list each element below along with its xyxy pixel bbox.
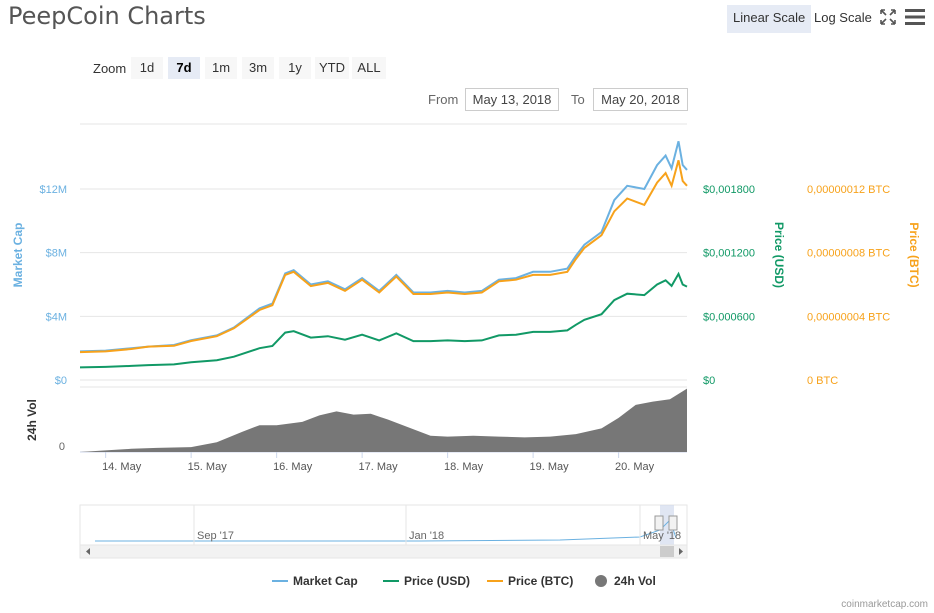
- navigator-selection: [660, 505, 674, 545]
- x-tick-label: 14. May: [102, 461, 142, 473]
- linear-scale-button[interactable]: Linear Scale: [727, 5, 812, 33]
- fullscreen-icon[interactable]: [880, 9, 896, 25]
- legend-symbol: [595, 575, 607, 587]
- navigator-left-handle: [654, 515, 664, 531]
- x-tick-label: 16. May: [273, 461, 313, 473]
- price-btc-axis-title: Price (BTC): [907, 222, 921, 287]
- price-usd-axis-title: Price (USD): [772, 222, 786, 288]
- x-tick-label: 15. May: [188, 461, 228, 473]
- scrollbar-track: [79, 544, 688, 559]
- legend-item: Price (USD): [404, 574, 470, 588]
- volume-area: [80, 388, 687, 452]
- to-label: To: [571, 92, 585, 107]
- x-tick-label: 17. May: [359, 461, 399, 473]
- market-cap-line: [79, 141, 688, 353]
- to-date-input[interactable]: May 20, 2018: [593, 88, 688, 111]
- log-scale-button[interactable]: Log Scale: [814, 10, 872, 25]
- zoom-all-button[interactable]: ALL: [352, 57, 386, 79]
- from-label: From: [428, 92, 459, 107]
- navigator-right-handle: [668, 515, 678, 531]
- price-btc-tick-label: 0 BTC: [807, 375, 838, 387]
- zoom-1m-button[interactable]: 1m: [205, 57, 237, 79]
- zoom-3m-button[interactable]: 3m: [242, 57, 274, 79]
- menu-icon[interactable]: [905, 8, 925, 26]
- page-title: PeepCoin Charts: [8, 2, 206, 30]
- volume-axis-title: 24h Vol: [25, 399, 39, 441]
- from-date-input[interactable]: May 13, 2018: [465, 88, 559, 111]
- zoom-ytd-button[interactable]: YTD: [315, 57, 349, 79]
- x-tick-label: 18. May: [444, 461, 484, 473]
- price-usd-tick-label: $0,001200: [703, 248, 755, 260]
- navigator-series-line: [95, 519, 677, 542]
- price-usd-line: [79, 271, 688, 369]
- zoom-1d-button[interactable]: 1d: [131, 57, 163, 79]
- scrollbar-thumb: [660, 546, 674, 557]
- zoom-7d-button[interactable]: 7d: [168, 57, 200, 79]
- x-tick-label: 20. May: [615, 461, 655, 473]
- navigator-tick-label: May '18: [643, 530, 681, 542]
- volume-tick-label: 0: [59, 441, 65, 453]
- market-cap-tick-label: $4M: [46, 311, 67, 323]
- market-cap-axis-title: Market Cap: [11, 223, 25, 288]
- navigator-tick-label: Sep '17: [197, 530, 234, 542]
- legend-item: Price (BTC): [508, 574, 573, 588]
- legend-item: 24h Vol: [614, 574, 656, 588]
- price-usd-tick-label: $0: [703, 375, 715, 387]
- price-btc-tick-label: 0,00000012 BTC: [807, 184, 890, 196]
- zoom-label: Zoom: [93, 61, 127, 76]
- market-cap-tick-label: $8M: [46, 248, 67, 260]
- price-btc-line: [79, 160, 688, 354]
- navigator-tick-label: Jan '18: [409, 530, 444, 542]
- x-tick-label: 19. May: [530, 461, 570, 473]
- legend-item: Market Cap: [293, 574, 358, 588]
- price-usd-tick-label: $0,000600: [703, 311, 755, 323]
- zoom-1y-button[interactable]: 1y: [279, 57, 311, 79]
- scroll-left-icon: [86, 548, 90, 555]
- scroll-right-icon: [679, 548, 683, 555]
- credit-link[interactable]: coinmarketcap.com: [841, 599, 928, 610]
- price-btc-tick-label: 0,00000004 BTC: [807, 311, 890, 323]
- price-btc-tick-label: 0,00000008 BTC: [807, 248, 890, 260]
- navigator-frame: [79, 504, 688, 546]
- market-cap-tick-label: $0: [55, 375, 67, 387]
- price-usd-tick-label: $0,001800: [703, 184, 755, 196]
- market-cap-tick-label: $12M: [39, 184, 67, 196]
